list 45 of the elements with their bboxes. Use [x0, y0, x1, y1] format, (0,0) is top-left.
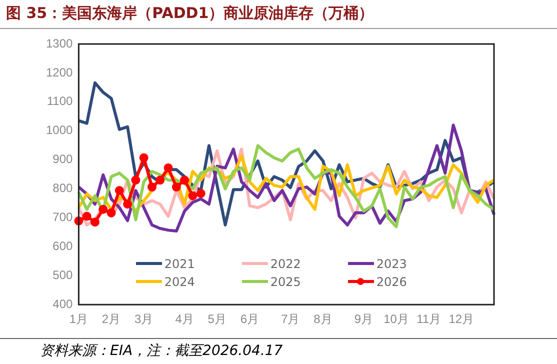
y-tick-label: 1200 — [46, 65, 74, 80]
point — [82, 212, 92, 221]
point — [164, 163, 173, 172]
x-tick-label: 10月 — [384, 312, 409, 326]
chart-title: 图 35：美国东海岸（PADD1）商业原油库存（万桶） — [6, 4, 374, 23]
point — [90, 218, 100, 227]
x-tick-label: 12月 — [448, 312, 474, 326]
point — [180, 176, 190, 185]
x-tick-label: 9月 — [354, 312, 374, 326]
x-tick-label: 2月 — [102, 312, 121, 326]
x-tick-label: 8月 — [314, 312, 332, 326]
point — [172, 182, 181, 192]
x-tick-label: 11月 — [416, 312, 442, 326]
point — [131, 176, 140, 185]
x-tick-label: 1月 — [69, 312, 88, 326]
legend-label: 2025 — [270, 274, 301, 289]
point — [114, 186, 124, 196]
y-tick-label: 1100 — [46, 94, 74, 108]
x-tick-label: 6月 — [240, 312, 260, 326]
point — [188, 191, 198, 200]
legend-label: 2021 — [164, 256, 195, 271]
y-tick-label: 1000 — [46, 123, 74, 138]
point — [123, 200, 132, 209]
y-tick-label: 700 — [52, 210, 74, 224]
legend-label: 2022 — [270, 256, 301, 271]
legend-label: 2024 — [164, 274, 195, 289]
legend-label: 2026 — [376, 274, 407, 289]
x-tick-label: 4月 — [175, 312, 194, 326]
y-tick-label: 400 — [52, 296, 74, 311]
y-tick-label: 800 — [52, 181, 74, 196]
y-tick-label: 500 — [52, 268, 74, 282]
point — [147, 182, 156, 192]
point — [156, 176, 165, 185]
point — [139, 153, 148, 162]
point — [196, 188, 206, 198]
x-tick-label: 5月 — [208, 312, 226, 326]
y-tick-label: 1300 — [46, 36, 74, 50]
x-tick-label: 7月 — [281, 312, 300, 326]
y-tick-label: 900 — [52, 152, 74, 166]
legend-label: 2023 — [376, 256, 407, 271]
x-tick-label: 3月 — [134, 312, 154, 326]
y-tick-label: 600 — [52, 239, 74, 253]
point — [98, 204, 108, 214]
point — [106, 208, 116, 218]
text: 资料来源：EIA，注：截至2026.04.17 — [40, 342, 283, 360]
